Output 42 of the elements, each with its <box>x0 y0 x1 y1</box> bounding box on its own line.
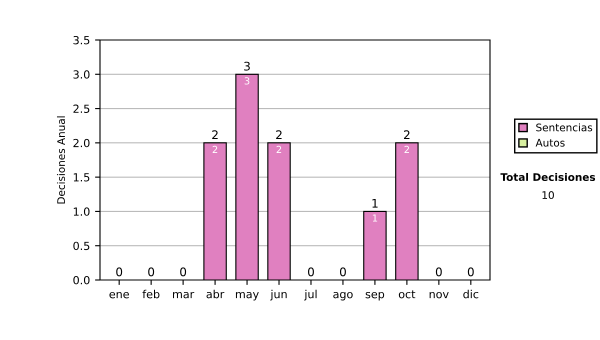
data-label: 2 <box>404 146 410 153</box>
data-label: 1 <box>372 214 378 222</box>
data-label: 3 <box>244 77 250 85</box>
total-label: 0 <box>340 267 346 276</box>
total-label: 0 <box>468 267 474 276</box>
x-tick-label: nov <box>430 292 449 298</box>
y-axis-title: Decisiones Anual <box>56 116 66 204</box>
text: Total Decisiones <box>500 172 596 182</box>
x-tick-label: dic <box>463 290 478 298</box>
text: 0.0 <box>73 276 90 284</box>
x-tick-label: ene <box>109 292 129 298</box>
x-tick-label: abr <box>206 290 224 298</box>
total-label: 0 <box>436 267 442 276</box>
text: 2.0 <box>73 138 90 148</box>
x-tick-label: feb <box>142 290 160 298</box>
x-tick-label: oct <box>398 290 416 298</box>
text: 3.5 <box>73 36 90 44</box>
x-tick-label: jul <box>304 290 317 300</box>
text: 10 <box>542 191 554 200</box>
text: 1.5 <box>74 173 90 182</box>
total-label: 2 <box>276 130 282 140</box>
text: 1.0 <box>74 207 90 216</box>
total-label: 1 <box>372 198 378 208</box>
total-label: 2 <box>212 130 218 140</box>
total-label: 0 <box>180 267 186 276</box>
data-label: 2 <box>276 146 282 153</box>
total-label: 0 <box>308 267 314 276</box>
text: 0.5 <box>73 242 90 250</box>
legend-label: Sentencias <box>536 123 592 132</box>
total-label: 0 <box>148 267 154 276</box>
x-tick-label: mar <box>173 292 194 298</box>
x-tick-label: sep <box>366 292 384 300</box>
total-label: 0 <box>116 267 122 276</box>
total-label: 3 <box>244 62 250 71</box>
text: 3.0 <box>73 70 90 79</box>
legend-label: Autos <box>536 138 565 147</box>
x-tick-label: jun <box>270 290 287 300</box>
x-tick-label: ago <box>333 292 353 300</box>
x-tick-label: may <box>236 292 259 300</box>
text: 2.5 <box>73 104 90 113</box>
data-label: 2 <box>212 146 218 153</box>
total-label: 2 <box>404 130 410 140</box>
